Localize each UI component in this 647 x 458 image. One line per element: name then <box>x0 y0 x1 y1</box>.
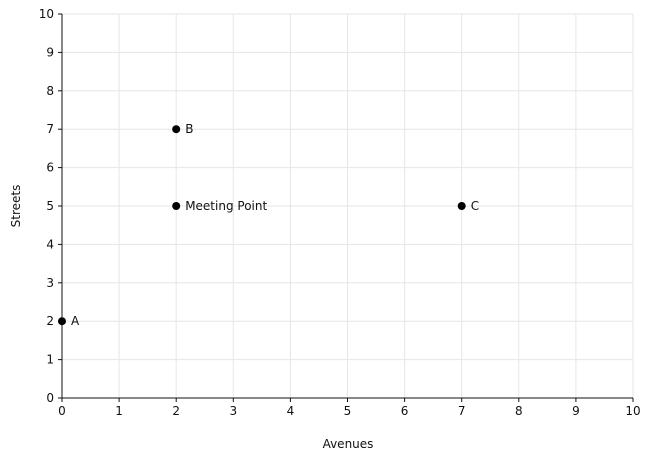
grid <box>62 13 634 398</box>
data-point <box>457 202 466 210</box>
x-tick-label: 6 <box>401 404 409 418</box>
y-tick-label: 8 <box>46 84 54 98</box>
point-label: B <box>185 122 193 136</box>
x-tick-label: 10 <box>625 404 640 418</box>
x-tick-label: 9 <box>572 404 580 418</box>
x-tick-label: 1 <box>115 404 123 418</box>
x-tick-label: 2 <box>172 404 180 418</box>
data-point <box>172 202 181 210</box>
x-tick-label: 5 <box>344 404 352 418</box>
y-tick-label: 4 <box>46 237 54 251</box>
x-tick-label: 7 <box>458 404 466 418</box>
data-points: A B Meeting Point C <box>58 122 479 328</box>
data-point <box>58 317 66 326</box>
point-label: A <box>71 314 80 328</box>
x-tick-label: 0 <box>58 404 66 418</box>
x-tick-label: 4 <box>287 404 295 418</box>
point-label: Meeting Point <box>185 199 267 213</box>
y-tick-label: 5 <box>46 199 54 213</box>
y-tick-label: 3 <box>46 276 54 290</box>
x-tick-label: 8 <box>515 404 523 418</box>
data-point <box>172 125 181 134</box>
x-tick-label: 3 <box>229 404 237 418</box>
x-axis-title: Avenues <box>323 437 374 451</box>
y-tick-label: 7 <box>46 122 54 136</box>
y-tick-label: 1 <box>46 353 54 367</box>
y-axis-ticks: 0 1 2 3 4 5 6 7 8 9 10 <box>39 7 62 405</box>
y-tick-label: 0 <box>46 391 54 405</box>
y-tick-label: 2 <box>46 314 54 328</box>
point-label: C <box>471 199 479 213</box>
y-tick-label: 6 <box>46 161 54 175</box>
y-tick-label: 10 <box>39 7 54 21</box>
x-axis-ticks: 0 1 2 3 4 5 6 7 8 9 10 <box>58 398 641 418</box>
y-axis-title: Streets <box>9 185 23 228</box>
y-tick-label: 9 <box>46 45 54 59</box>
